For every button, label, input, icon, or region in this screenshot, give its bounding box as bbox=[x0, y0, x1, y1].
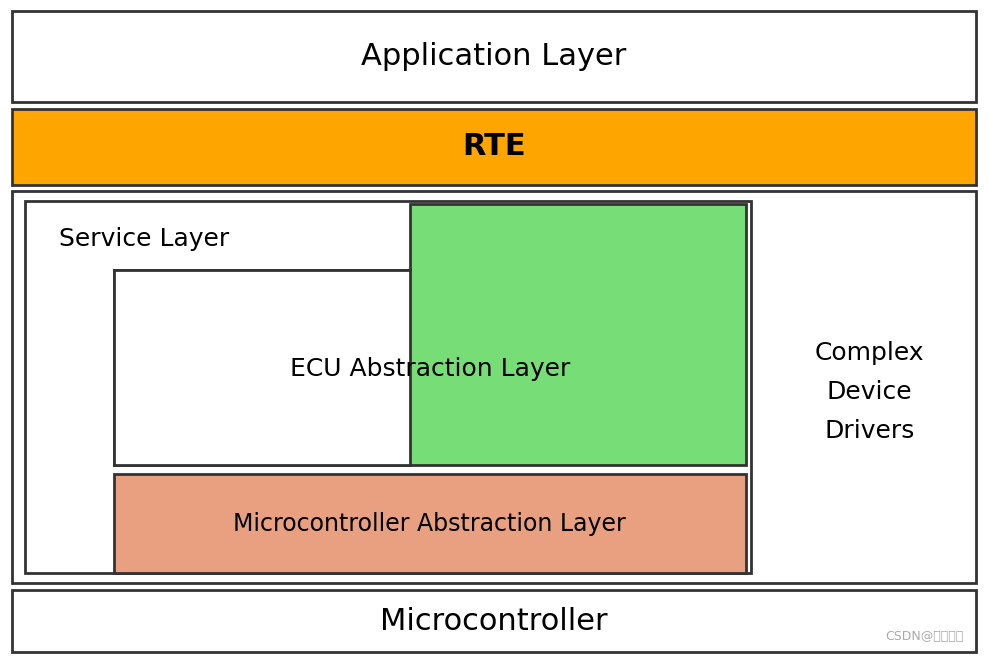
Bar bbox=[12, 109, 976, 185]
Text: ECU Abstraction Layer: ECU Abstraction Layer bbox=[289, 357, 570, 381]
Bar bbox=[12, 11, 976, 102]
Text: Complex
Device
Drivers: Complex Device Drivers bbox=[815, 341, 924, 444]
Bar bbox=[114, 474, 746, 573]
Bar bbox=[12, 191, 976, 583]
Text: CSDN@桃子成长: CSDN@桃子成长 bbox=[885, 629, 963, 643]
Bar bbox=[12, 590, 976, 652]
Text: Microcontroller Abstraction Layer: Microcontroller Abstraction Layer bbox=[233, 512, 626, 536]
Bar bbox=[25, 201, 751, 573]
Text: Microcontroller: Microcontroller bbox=[380, 606, 608, 636]
Polygon shape bbox=[114, 204, 746, 465]
Text: RTE: RTE bbox=[462, 132, 526, 161]
Text: Application Layer: Application Layer bbox=[362, 42, 626, 71]
Text: Service Layer: Service Layer bbox=[59, 227, 229, 251]
Bar bbox=[114, 270, 410, 465]
